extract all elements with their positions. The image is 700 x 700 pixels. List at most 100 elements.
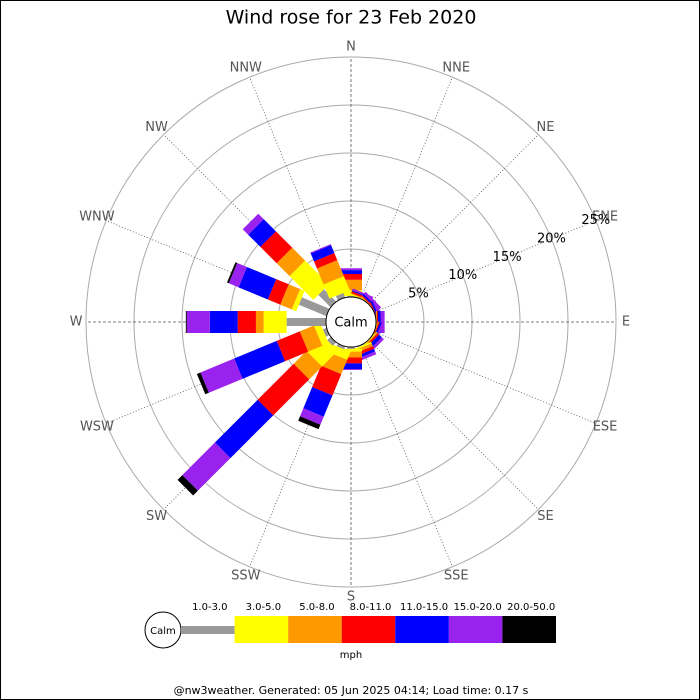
legend-swatch (341, 616, 396, 643)
r-tick-label: 15% (493, 250, 522, 265)
bar-segment (238, 267, 277, 300)
bar-segment (336, 343, 346, 350)
bar-segment (303, 387, 333, 417)
bar-segment (227, 262, 238, 284)
bar-segment (298, 297, 330, 317)
direction-label: ESE (593, 420, 618, 435)
chart-title: Wind rose for 23 Feb 2020 (226, 7, 477, 29)
bar-segment (300, 408, 324, 425)
legend-label: 15.0-20.0 (454, 602, 502, 613)
bar-segment (182, 442, 231, 491)
bar-segment (185, 311, 187, 333)
bar-segment (340, 273, 362, 280)
bar-segment (248, 219, 276, 247)
bar-segment (237, 311, 256, 333)
calm-label: Calm (334, 316, 367, 331)
bar-segment (340, 270, 362, 274)
bar-segment (322, 327, 330, 337)
calm-circle (325, 296, 377, 348)
spoke (368, 339, 539, 510)
bar-segment (298, 416, 321, 430)
r-tick-label: 10% (448, 268, 477, 283)
bar-segment (310, 245, 335, 262)
direction-label: S (347, 590, 355, 605)
bar-segment (310, 244, 332, 254)
direction-label: N (346, 40, 356, 55)
bar-segment (327, 336, 337, 346)
bar-segment (267, 279, 289, 305)
legend-label: 11.0-15.0 (400, 602, 448, 613)
legend-swatch (181, 626, 235, 634)
bar-segment (286, 318, 326, 326)
bar-segment (335, 292, 346, 301)
legend-unit: mph (340, 650, 362, 661)
footer: @nw3weather. Generated: 05 Jun 2025 04:1… (174, 684, 529, 697)
bar-segment (177, 475, 198, 496)
bar-segment (293, 350, 323, 380)
bar-segment (260, 231, 293, 264)
spoke (360, 77, 453, 300)
bar-segment (257, 363, 310, 416)
bar-segment (291, 289, 305, 312)
r-tick-label: 25% (581, 213, 610, 228)
bar-segment (340, 363, 362, 370)
bar-segment (306, 335, 338, 367)
legend-swatch (395, 616, 449, 643)
legend-label: 20.0-50.0 (507, 602, 555, 613)
spoke (373, 331, 596, 424)
bar-segment (316, 260, 344, 285)
legend-label: 8.0-11.0 (350, 602, 392, 613)
direction-label: NE (536, 120, 554, 135)
legend-label: 1.0-3.0 (192, 602, 227, 613)
legend-label: 5.0-8.0 (299, 602, 334, 613)
direction-label: SSE (444, 569, 469, 584)
bar-segment (380, 311, 385, 333)
bar-segment (312, 365, 342, 396)
bar-segment (196, 372, 209, 395)
legend-swatch (288, 616, 342, 643)
r-tick-label: 20% (537, 231, 566, 246)
bar-segment (318, 289, 337, 308)
bar-segment (276, 247, 306, 277)
direction-label: SW (146, 509, 167, 524)
bar-segment (214, 399, 274, 459)
direction-label: WSW (80, 420, 114, 435)
bar-segment (299, 325, 323, 352)
direction-label: NNE (442, 60, 470, 75)
spoke (368, 134, 539, 305)
bar-segment (340, 369, 362, 371)
direction-label: E (622, 315, 630, 330)
direction-label: NNW (230, 60, 262, 75)
legend-calm-label: Calm (150, 626, 176, 637)
spoke (360, 344, 453, 567)
bar-segment (323, 276, 350, 299)
legend-label: 3.0-5.0 (246, 602, 281, 613)
bar-segment (228, 262, 247, 288)
bar-segment (263, 311, 287, 333)
r-tick-label: 5% (408, 287, 429, 302)
bar-segment (289, 260, 329, 300)
bar-segment (313, 322, 329, 346)
direction-label: ENE (592, 209, 618, 224)
bar-segment (276, 331, 309, 362)
direction-label: NW (145, 120, 168, 135)
grid-ring (181, 152, 521, 492)
bar-segment (209, 311, 238, 333)
direction-label: WNW (79, 209, 115, 224)
direction-label: SE (537, 509, 553, 524)
bar-segment (280, 284, 301, 310)
direction-label: W (70, 315, 83, 330)
grid-ring (85, 56, 617, 588)
legend-swatch (448, 616, 503, 643)
bar-segment (340, 268, 362, 271)
spoke (373, 220, 596, 313)
bar-segment (347, 347, 355, 349)
direction-label: SSW (231, 569, 261, 584)
bar-segment (255, 311, 264, 333)
legend-swatch (502, 616, 556, 643)
bar-segment (200, 358, 243, 393)
bar-segment (242, 213, 264, 235)
bar-segment (314, 253, 338, 269)
legend-swatch (234, 616, 289, 643)
